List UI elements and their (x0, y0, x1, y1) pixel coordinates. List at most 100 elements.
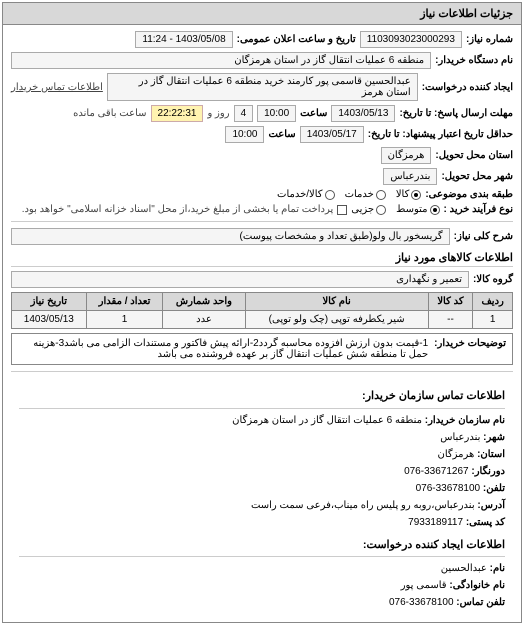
contact-province: هرمزگان (437, 449, 474, 460)
contact-org-line: نام سازمان خریدار: منطقه 6 عملیات انتقال… (19, 413, 505, 429)
creator-value: عبدالحسین قاسمی پور کارمند خرید منطقه 6 … (107, 73, 418, 101)
creator-phone-line: تلفن تماس: 33678100-076 (19, 595, 505, 611)
buyer-contact-section: اطلاعات تماس سازمان خریدار: نام سازمان خ… (11, 378, 513, 616)
row-buy-type: نوع فرآیند خرید : متوسط جزیی پرداخت تمام… (11, 204, 513, 215)
goods-header-row: ردیف کد کالا نام کالا واحد شمارش تعداد /… (12, 293, 513, 311)
buy-type-radio-partial[interactable]: جزیی (351, 204, 386, 215)
class-kala-label: کالا (396, 189, 410, 200)
row-req-number: شماره نیاز: 1103093023000293 تاریخ و ساع… (11, 31, 513, 48)
buyer-org-label: نام دستگاه خریدار: (435, 55, 513, 66)
contact-phone-label: تلفن: (483, 483, 505, 494)
th-index: ردیف (473, 293, 513, 311)
contact-address: بندرعباس،روبه رو پلیس راه میناب،فرعی سمت… (251, 500, 475, 511)
creator-contact-title: اطلاعات ایجاد کننده درخواست: (19, 537, 505, 558)
panel-body: شماره نیاز: 1103093023000293 تاریخ و ساع… (3, 25, 521, 622)
class-radio-kalakhadamat[interactable]: کالا/خدمات (277, 189, 335, 200)
remaining-timer: 22:22:31 (151, 105, 204, 122)
goods-section-title: اطلاعات کالاهای مورد نیاز (11, 251, 513, 267)
buyer-org-value: منطقه 6 عملیات انتقال گاز در استان هرمزگ… (11, 52, 431, 69)
desc-text: 1-قیمت بدون ارزش افزوده محاسبه گردد2-ارا… (18, 338, 428, 360)
creator-family-label: نام خانوادگی: (449, 580, 505, 591)
class-radio-group: کالا خدمات کالا/خدمات (277, 189, 421, 200)
th-date: تاریخ نیاز (12, 293, 87, 311)
td-name: شیر یکطرفه توپی (چک ولو توپی) (245, 311, 428, 329)
contact-city: بندرعباس (440, 432, 480, 443)
req-number-label: شماره نیاز: (466, 34, 513, 45)
radio-icon (376, 205, 386, 215)
buy-type-radio-medium[interactable]: متوسط (396, 204, 439, 215)
class-radio-khadamat[interactable]: خدمات (345, 189, 386, 200)
contact-province-label: استان: (477, 449, 505, 460)
contact-address-line: آدرس: بندرعباس،روبه رو پلیس راه میناب،فر… (19, 498, 505, 514)
treasury-checkbox[interactable] (337, 205, 347, 215)
creator-label: ایجاد کننده درخواست: (422, 82, 513, 93)
creator-name: عبدالحسین (441, 563, 487, 574)
row-deadline: مهلت ارسال پاسخ: تا تاریخ: 1403/05/13 سا… (11, 105, 513, 122)
deadline-time: 10:00 (257, 105, 296, 122)
contact-fax-line: دورنگار: 33671267-076 (19, 464, 505, 480)
creator-name-label: نام: (490, 563, 505, 574)
contact-province-line: استان: هرمزگان (19, 447, 505, 463)
contact-org-label: نام سازمان خریدار: (425, 415, 505, 426)
city-label: شهر محل تحویل: (441, 171, 513, 182)
row-province: استان محل تحویل: هرمزگان (11, 147, 513, 164)
buy-type-medium-label: متوسط (396, 204, 427, 215)
th-name: نام کالا (245, 293, 428, 311)
validity-time: 10:00 (225, 126, 264, 143)
td-index: 1 (473, 311, 513, 329)
group-value: تعمیر و نگهداری (11, 271, 469, 288)
validity-time-label: ساعت (268, 129, 295, 140)
need-title-label: شرح کلی نیاز: (454, 231, 513, 242)
need-title-value: گریسخور بال ولو(طبق تعداد و مشخصات پیوست… (11, 228, 450, 245)
contact-title: اطلاعات تماس سازمان خریدار: (19, 388, 505, 409)
class-label: طبقه بندی موضوعی: (425, 189, 513, 200)
goods-table: ردیف کد کالا نام کالا واحد شمارش تعداد /… (11, 292, 513, 329)
contact-city-line: شهر: بندرعباس (19, 430, 505, 446)
th-qty: تعداد / مقدار (86, 293, 163, 311)
creator-family-line: نام خانوادگی: قاسمی پور (19, 578, 505, 594)
remaining-days: 4 (234, 105, 254, 122)
row-class: طبقه بندی موضوعی: کالا خدمات کالا/خدمات (11, 189, 513, 200)
buy-type-label: نوع فرآیند خرید : (444, 204, 513, 215)
row-creator: ایجاد کننده درخواست: عبدالحسین قاسمی پور… (11, 73, 513, 101)
buy-type-note: پرداخت تمام یا بخشی از مبلغ خرید،از محل … (22, 204, 334, 215)
buy-type-partial-label: جزیی (351, 204, 374, 215)
remaining-days-label: روز و (207, 108, 229, 119)
creator-name-line: نام: عبدالحسین (19, 561, 505, 577)
desc-label: توضیحات خریدار: (434, 338, 506, 360)
city-value: بندرعباس (383, 168, 437, 185)
contact-phone-line: تلفن: 33678100-076 (19, 481, 505, 497)
panel-title: جزئیات اطلاعات نیاز (3, 3, 521, 25)
td-unit: عدد (163, 311, 245, 329)
td-code: -- (428, 311, 473, 329)
class-radio-kala[interactable]: کالا (396, 189, 422, 200)
buyer-contact-link[interactable]: اطلاعات تماس خریدار (11, 82, 103, 93)
contact-postal-line: کد پستی: 7933189117 (19, 515, 505, 531)
radio-icon (430, 205, 440, 215)
deadline-label: مهلت ارسال پاسخ: تا تاریخ: (399, 108, 513, 119)
contact-city-label: شهر: (483, 432, 505, 443)
row-city: شهر محل تحویل: بندرعباس (11, 168, 513, 185)
class-kalakhadamat-label: کالا/خدمات (277, 189, 323, 200)
province-label: استان محل تحویل: (435, 150, 513, 161)
buy-type-radio-group: متوسط جزیی (351, 204, 439, 215)
group-label: گروه کالا: (473, 274, 513, 285)
validity-date: 1403/05/17 (300, 126, 364, 143)
contact-phone: 33678100-076 (416, 483, 481, 494)
radio-icon (411, 190, 421, 200)
creator-phone: 33678100-076 (389, 597, 454, 608)
row-group: گروه کالا: تعمیر و نگهداری (11, 271, 513, 288)
buyer-description-box: توضیحات خریدار: 1-قیمت بدون ارزش افزوده … (11, 333, 513, 365)
contact-postal: 7933189117 (408, 517, 463, 528)
td-qty: 1 (86, 311, 163, 329)
deadline-time-label: ساعت (300, 108, 327, 119)
row-validity: حداقل تاریخ اعتبار پیشنهاد: تا تاریخ: 14… (11, 126, 513, 143)
remaining-suffix: ساعت باقی مانده (73, 108, 146, 119)
th-code: کد کالا (428, 293, 473, 311)
validity-label: حداقل تاریخ اعتبار پیشنهاد: تا تاریخ: (368, 129, 513, 140)
creator-family: قاسمی پور (401, 580, 447, 591)
goods-row: 1 -- شیر یکطرفه توپی (چک ولو توپی) عدد 1… (12, 311, 513, 329)
contact-fax: 33671267-076 (404, 466, 469, 477)
contact-org: منطقه 6 عملیات انتقال گاز در استان هرمزگ… (232, 415, 422, 426)
divider (11, 371, 513, 372)
